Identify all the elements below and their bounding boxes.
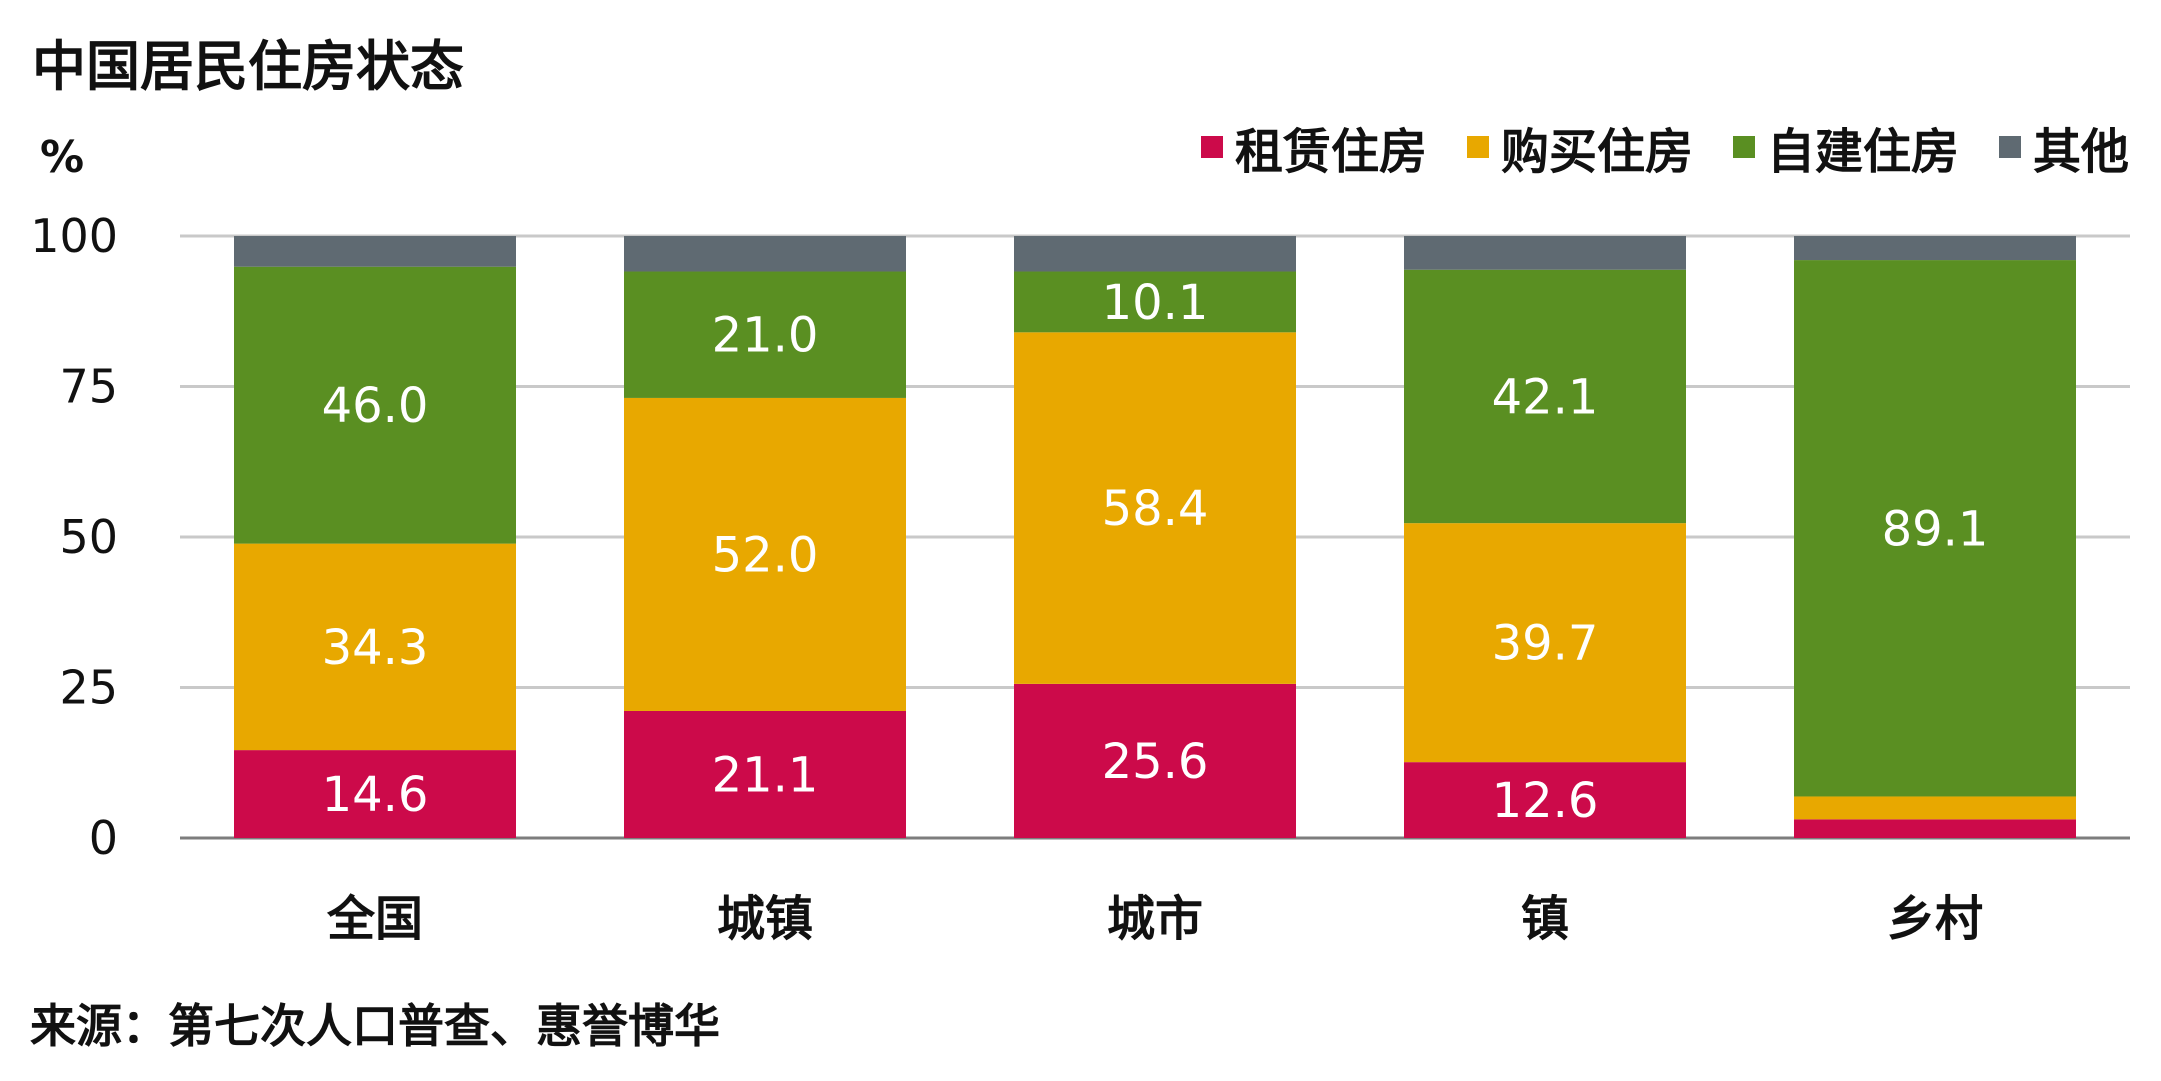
data-label: 21.1 [712, 747, 819, 803]
legend-swatch-rent [1200, 136, 1223, 158]
bar-segment [624, 271, 906, 398]
bar-segment [1014, 271, 1296, 333]
y-axis-unit: % [40, 132, 85, 183]
legend-item-selfbuilt: 自建住房 [1732, 112, 1959, 182]
legend-item-rent: 租赁住房 [1200, 112, 1427, 182]
data-label: 25.6 [1102, 734, 1209, 790]
x-category-label: 城镇 [717, 891, 813, 947]
bar-segment [1014, 236, 1296, 272]
bar-segment [624, 397, 906, 711]
legend-label-rent: 租赁住房 [1234, 124, 1427, 180]
legend: 租赁住房 购买住房 自建住房 其他 [1200, 112, 2129, 182]
y-tick-label: 50 [59, 510, 118, 564]
x-category-label: 城市 [1107, 891, 1203, 947]
bar-segment [234, 543, 516, 751]
source-note: 来源：第七次人口普查、惠誉博华 [30, 999, 720, 1053]
data-label: 10.1 [1102, 275, 1209, 331]
legend-swatch-purchase [1466, 136, 1489, 158]
y-tick-label: 0 [89, 811, 118, 865]
bar-segment [1404, 236, 1686, 270]
bar-segment [1794, 796, 2076, 820]
legend-item-other: 其他 [1998, 112, 2129, 182]
data-label: 34.3 [322, 620, 429, 676]
bar-segment [1404, 762, 1686, 838]
y-tick-label: 100 [30, 209, 118, 263]
data-label: 21.0 [712, 308, 819, 364]
bar-segment [624, 236, 906, 272]
legend-label-other: 其他 [2032, 124, 2129, 180]
legend-swatch-selfbuilt [1732, 136, 1755, 158]
x-category-label: 全国 [326, 891, 423, 947]
data-label: 46.0 [322, 378, 429, 434]
data-label: 14.6 [322, 767, 429, 823]
legend-label-selfbuilt: 自建住房 [1766, 124, 1959, 180]
bar-segment [1014, 683, 1296, 838]
y-tick-label: 25 [59, 661, 118, 715]
bar-segment [1794, 819, 2076, 838]
bar-segment [1404, 269, 1686, 524]
y-tick-label: 75 [59, 360, 118, 414]
x-category-label: 乡村 [1887, 891, 1983, 947]
data-label: 52.0 [712, 527, 819, 583]
bar-segment [1014, 332, 1296, 684]
bar-segment [1794, 236, 2076, 261]
data-label: 89.1 [1882, 501, 1989, 557]
data-label: 42.1 [1492, 369, 1599, 425]
legend-item-purchase: 购买住房 [1466, 112, 1693, 182]
bar-segment [1794, 260, 2076, 797]
bar-segment [1404, 523, 1686, 763]
chart-title: 中国居民住房状态 [32, 35, 464, 98]
data-label: 12.6 [1492, 773, 1599, 829]
bar-segment [624, 710, 906, 838]
bar-segment [234, 750, 516, 838]
bar-segment [234, 266, 516, 544]
bar-segment [234, 236, 516, 267]
legend-label-purchase: 购买住房 [1500, 124, 1693, 180]
data-label: 58.4 [1102, 481, 1209, 537]
legend-swatch-other [1998, 136, 2021, 158]
x-category-label: 镇 [1521, 891, 1569, 947]
data-label: 39.7 [1492, 616, 1599, 672]
